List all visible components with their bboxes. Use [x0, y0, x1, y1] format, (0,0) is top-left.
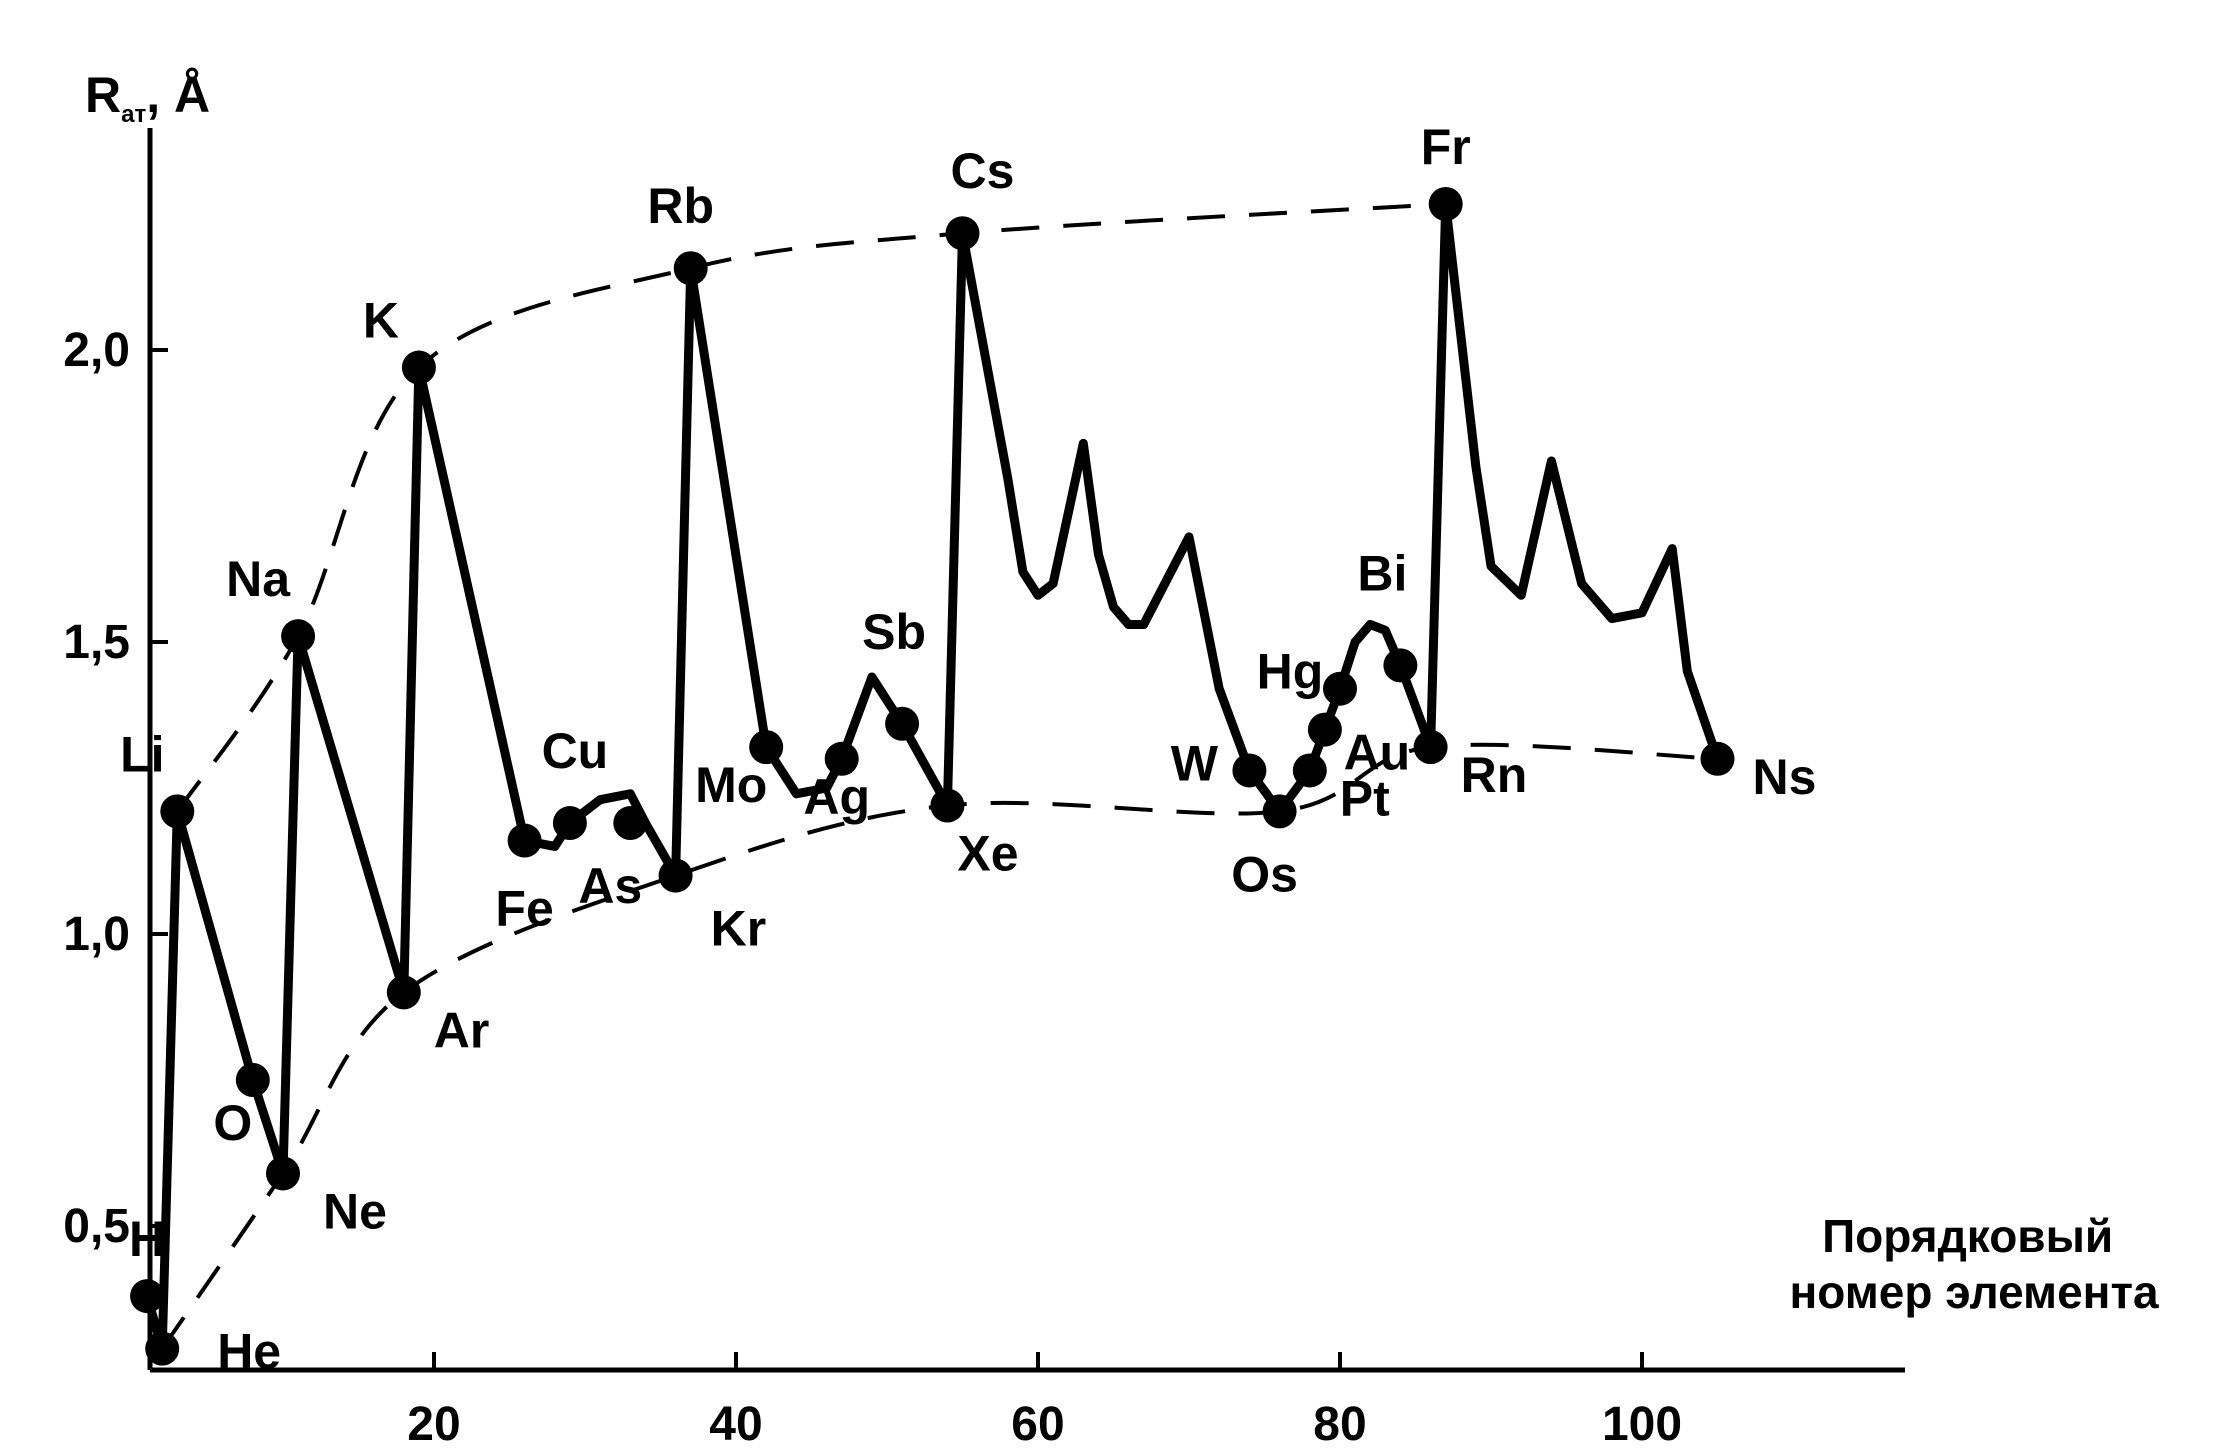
point-label: Xe: [957, 826, 1018, 882]
point-marker: [945, 216, 980, 251]
point-label: Ne: [323, 1183, 387, 1239]
point-label: Sb: [862, 604, 926, 660]
point-label: Au: [1344, 725, 1411, 781]
point-marker: [160, 794, 195, 829]
point-marker: [386, 975, 421, 1010]
y-tick-label: 2,0: [63, 324, 130, 377]
point-marker: [1232, 753, 1267, 788]
x-tick-label: 40: [709, 1398, 762, 1451]
point-marker: [401, 350, 436, 385]
point-marker: [824, 741, 859, 776]
tick-labels: 20 40 60 80 100 0,5 1,0 1,5 2,0: [63, 324, 1682, 1451]
y-tick-label: 0,5: [63, 1200, 130, 1253]
point-label: Kr: [711, 901, 767, 957]
point-marker: [658, 858, 693, 893]
y-tick-label: 1,5: [63, 616, 130, 669]
point-marker: [1428, 187, 1463, 221]
point-marker: [930, 788, 965, 823]
point-label: W: [1171, 735, 1219, 791]
x-tick-label: 100: [1602, 1398, 1682, 1451]
point-marker: [749, 730, 784, 765]
point-marker: [885, 706, 920, 741]
point-label: Ar: [434, 1002, 490, 1058]
point-label: Rb: [647, 178, 714, 234]
x-axis-label: Порядковый номер элемента: [1789, 1210, 2159, 1318]
point-label: He: [217, 1324, 281, 1380]
point-marker: [1383, 648, 1418, 683]
point-label: Cu: [542, 723, 609, 779]
point-marker: [145, 1331, 180, 1366]
y-axis-label: Rат, Å: [85, 67, 210, 128]
point-marker: [552, 806, 587, 841]
point-marker: [613, 806, 648, 841]
point-label: Fr: [1421, 119, 1471, 175]
point-label: Ns: [1753, 749, 1817, 805]
point-label: Hg: [1257, 644, 1324, 700]
point-marker: [673, 251, 708, 286]
markers: [130, 187, 1735, 1366]
series-line: [142, 199, 1722, 1354]
point-label: As: [578, 858, 642, 914]
point-label: Mo: [695, 757, 767, 813]
point-marker: [281, 619, 316, 654]
point-label: K: [363, 293, 399, 349]
point-marker: [1413, 730, 1448, 765]
x-tick-label: 20: [407, 1398, 460, 1451]
main-series: [142, 199, 1722, 1354]
point-label: Cs: [951, 143, 1015, 199]
point-marker: [507, 823, 542, 858]
point-marker: [266, 1156, 300, 1191]
x-tick-label: 80: [1313, 1398, 1366, 1451]
point-marker: [1323, 671, 1357, 706]
point-label: Os: [1231, 846, 1298, 902]
point-marker: [130, 1279, 165, 1314]
lower-envelope-line: [160, 742, 1718, 1350]
point-label: H: [129, 1211, 165, 1267]
point-label: Pt: [1340, 770, 1390, 826]
point-label: O: [213, 1095, 252, 1151]
x-tick-label: 60: [1011, 1398, 1064, 1451]
point-labels: H He Li O Ne Na Ar K Fe Cu As Kr Rb Mo Ag Sb Xe Cs WOs PtAu…: [120, 119, 1816, 1380]
point-label: Ag: [803, 769, 870, 825]
point-label: Bi: [1357, 545, 1407, 601]
point-marker: [1292, 753, 1327, 788]
axes: [147, 128, 1905, 1373]
point-label: Fe: [495, 881, 553, 937]
y-tick-label: 1,0: [63, 908, 130, 961]
point-label: Na: [226, 551, 291, 607]
point-marker: [1700, 741, 1735, 776]
point-label: Li: [120, 726, 164, 782]
point-marker: [1262, 794, 1297, 829]
point-marker: [1307, 712, 1342, 747]
point-marker: [235, 1063, 270, 1097]
point-label: Rn: [1461, 747, 1528, 803]
